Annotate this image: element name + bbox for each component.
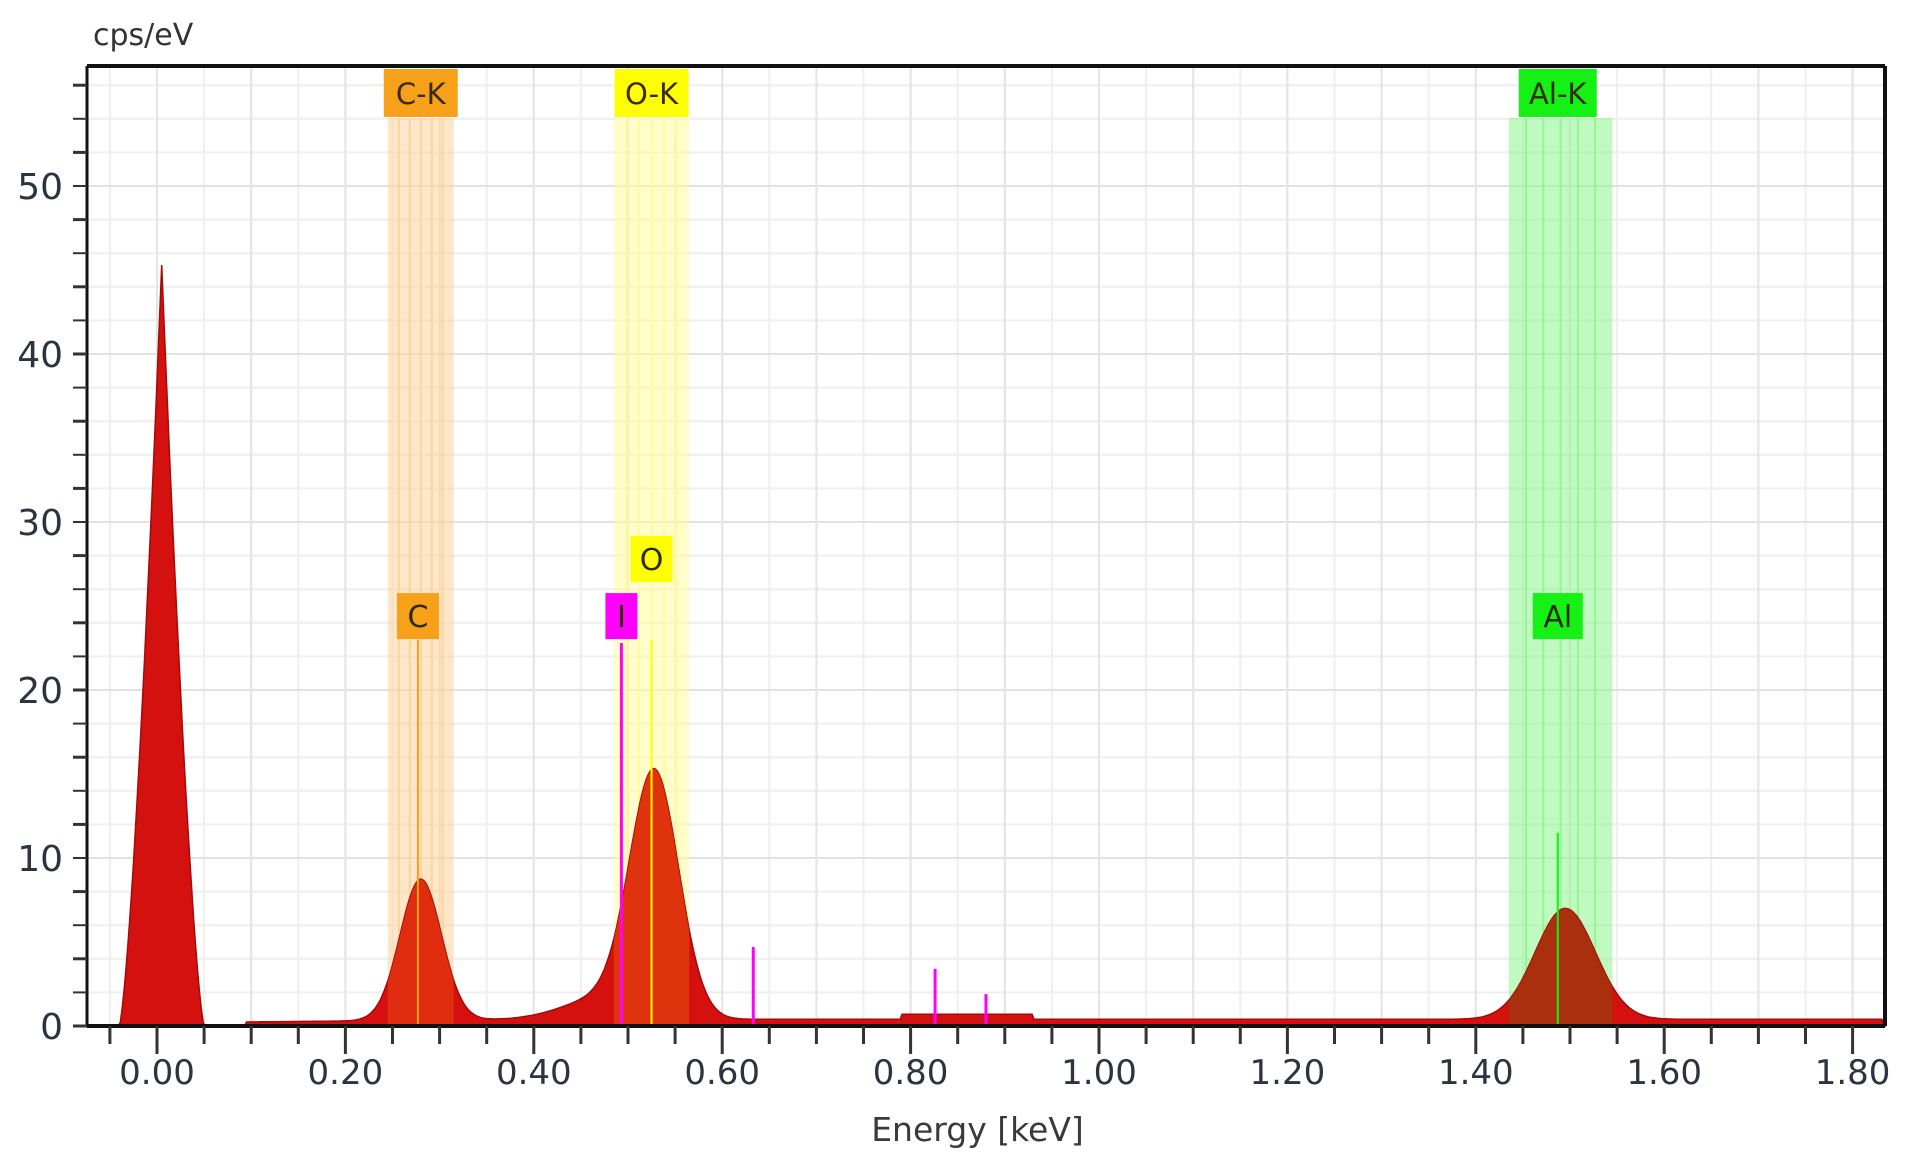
- y-tick-label: 10: [17, 839, 63, 880]
- band-label-box-al-k: [1518, 69, 1597, 117]
- al-overlay: [1508, 908, 1613, 1026]
- y-tick-label: 50: [17, 167, 63, 208]
- x-tick-label: 0.40: [496, 1053, 572, 1093]
- x-tick-label: 0.20: [308, 1053, 384, 1093]
- x-tick-label: 1.20: [1250, 1053, 1326, 1093]
- peak-label-box-al: [1532, 593, 1583, 640]
- peak-label-c: C: [407, 600, 428, 635]
- plot-frame: [85, 64, 1887, 1028]
- x-axis-title: Energy [keV]: [871, 1110, 1084, 1149]
- y-axis: 0 10 20 30 40 50: [17, 83, 87, 1048]
- peak-label-box-i: [605, 593, 638, 640]
- o-overlay: [613, 768, 690, 1026]
- spectrum-fill: [114, 264, 1887, 1027]
- y-tick-label: 40: [17, 335, 63, 376]
- y-tick-label: 0: [40, 1007, 63, 1048]
- x-tick-label: 0.60: [684, 1053, 760, 1093]
- x-tick-label: 0.80: [873, 1053, 949, 1093]
- band-label-box-c-k: [383, 69, 458, 117]
- y-axis-unit-label: cps/eV: [93, 18, 194, 53]
- peak-label-o: O: [640, 543, 664, 578]
- band-label-al-k: Al-K: [1529, 77, 1587, 111]
- band-label-box-o-k: [614, 69, 689, 117]
- peak-markers: C OI Al: [396, 535, 1583, 1026]
- peak-label-al: Al: [1543, 600, 1572, 635]
- major-gridlines: [87, 66, 1885, 1026]
- element-band-labels: C-K O-K Al-K: [383, 69, 1597, 117]
- peak-label-i: I: [617, 600, 626, 635]
- y-tick-label: 20: [17, 671, 63, 712]
- x-tick-label: 0.00: [119, 1053, 195, 1093]
- peak-label-box-o: [630, 535, 673, 582]
- x-tick-label: 1.40: [1438, 1053, 1514, 1093]
- x-axis: 0.00 0.20 0.40 0.60 0.80 1.00 1.20 1.40 1.60 1.80: [108, 1026, 1891, 1093]
- x-tick-label: 1.80: [1815, 1053, 1891, 1093]
- x-tick-label: 1.00: [1061, 1053, 1137, 1093]
- band-label-c-k: C-K: [396, 77, 447, 111]
- peak-label-box-c: [396, 593, 439, 640]
- y-tick-label: 30: [17, 503, 63, 544]
- x-axis-title-wrap: Energy [keV]: [0, 1110, 1911, 1149]
- band-label-o-k: O-K: [625, 77, 679, 111]
- c-overlay: [387, 879, 454, 1026]
- x-tick-label: 1.60: [1626, 1053, 1702, 1093]
- spectrum-area: [114, 264, 1887, 1027]
